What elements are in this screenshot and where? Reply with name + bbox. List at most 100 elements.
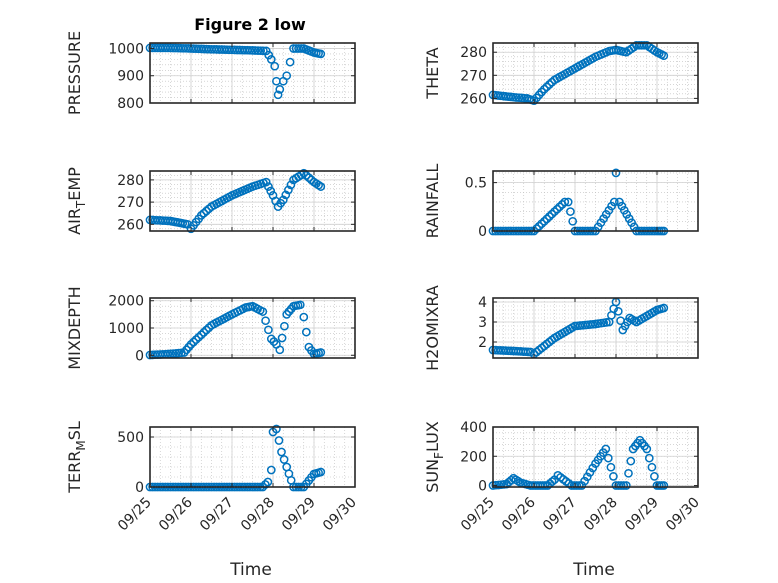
- data-point: [547, 477, 557, 486]
- data-point: [266, 186, 276, 196]
- data-point: [619, 481, 629, 490]
- data-point: [555, 202, 564, 212]
- data-point: [281, 190, 291, 200]
- data-point: [199, 208, 209, 218]
- data-point: [617, 201, 627, 211]
- y-tick-label: 500: [117, 430, 144, 446]
- x-tick-label: 09/26: [156, 494, 196, 534]
- data-point: [273, 90, 283, 100]
- data-point: [606, 462, 616, 472]
- data-point: [626, 456, 636, 466]
- y-axis-label: RAINFALL: [423, 164, 442, 239]
- data-point: [603, 453, 613, 463]
- data-point: [266, 465, 276, 475]
- data-point: [316, 348, 326, 357]
- data-point: [202, 206, 211, 216]
- data-point: [642, 444, 652, 454]
- data-point: [264, 182, 273, 191]
- data-point: [253, 46, 263, 55]
- y-axis-label: THETA: [423, 47, 442, 99]
- data-point: [266, 334, 276, 344]
- data-point: [601, 444, 611, 454]
- data-point: [259, 46, 268, 56]
- data-point: [196, 211, 206, 220]
- x-tick-label: 09/28: [238, 495, 278, 535]
- y-tick-label: 3: [478, 315, 487, 331]
- data-point: [644, 453, 654, 463]
- subplot-air: 260 270 280 AIRTEMP: [65, 167, 356, 235]
- x-tick-label: 09/28: [581, 495, 621, 535]
- x-tick-label: 09/30: [320, 495, 360, 535]
- data-point: [250, 46, 260, 55]
- subplot-h2omixra: 2 3 4 H2OMIXRA: [423, 285, 699, 371]
- data-point: [280, 321, 289, 331]
- y-tick-label: 270: [117, 195, 144, 211]
- subplot-sun: 0 200 400 09/25 09/26 09/27 09/28 09/29 09/30 SUN…: [423, 420, 703, 534]
- subplot-pressure: 800 900 1000 PRESSURE: [65, 31, 356, 115]
- data-point: [316, 182, 326, 191]
- subplot-rainfall: 0 0.5 RAINFALL: [423, 164, 699, 240]
- data-point: [275, 85, 285, 94]
- y-tick-label: 2000: [108, 294, 144, 310]
- data-point: [624, 468, 633, 478]
- data-point: [189, 337, 198, 347]
- data-point: [552, 204, 562, 214]
- y-tick-label: 1000: [108, 41, 144, 57]
- data-point: [534, 221, 544, 231]
- y-tick-label: 0.5: [465, 176, 487, 192]
- figure-title: Figure 2 low: [194, 15, 306, 34]
- data-point: [650, 472, 659, 481]
- data-point: [532, 224, 541, 233]
- data-point: [261, 316, 270, 326]
- axes-frame: [149, 42, 356, 104]
- data-point: [286, 180, 296, 190]
- subplot-theta: 260 270 280 THETA: [423, 40, 699, 107]
- data-point: [568, 216, 578, 226]
- data-point: [191, 335, 201, 344]
- axes-frame: [492, 426, 699, 488]
- data-point: [282, 71, 292, 81]
- data-point: [545, 212, 554, 221]
- x-axis-label-left: Time: [229, 560, 272, 580]
- data-point: [270, 61, 280, 71]
- data-point: [563, 197, 573, 207]
- data-point: [560, 197, 570, 207]
- data-point: [588, 463, 598, 473]
- data-point: [316, 467, 326, 477]
- data-point: [275, 345, 285, 355]
- data-point: [537, 219, 547, 229]
- data-point: [616, 481, 626, 490]
- y-tick-label: 0: [135, 480, 144, 496]
- subplot-mixdepth: 0 1000 2000 MIXDEPTH: [65, 286, 356, 370]
- y-tick-label: 0: [478, 224, 487, 240]
- data-point: [659, 303, 669, 313]
- data-point: [264, 325, 273, 335]
- y-tick-label: 270: [460, 68, 487, 84]
- data-point: [542, 82, 552, 92]
- y-tick-label: 1000: [108, 321, 144, 337]
- data-point: [539, 216, 549, 226]
- data-point: [611, 168, 621, 178]
- data-point: [613, 306, 623, 316]
- axes-frame: [149, 426, 356, 488]
- data-point: [582, 472, 592, 482]
- x-tick-label: 09/29: [622, 495, 662, 535]
- data-point: [659, 481, 669, 490]
- data-point: [299, 168, 309, 178]
- data-point: [539, 84, 549, 94]
- axes-frame: [149, 170, 356, 232]
- data-point: [547, 209, 557, 219]
- data-point: [545, 80, 554, 89]
- data-point: [304, 173, 314, 183]
- x-tick-label: 09/29: [279, 495, 319, 535]
- data-point: [609, 197, 619, 207]
- data-point: [248, 46, 257, 55]
- y-tick-label: 0: [478, 479, 487, 495]
- data-point: [574, 481, 584, 490]
- data-point: [199, 328, 209, 337]
- y-axis-label: PRESSURE: [65, 31, 84, 115]
- data-point: [566, 207, 575, 216]
- data-point: [540, 481, 550, 490]
